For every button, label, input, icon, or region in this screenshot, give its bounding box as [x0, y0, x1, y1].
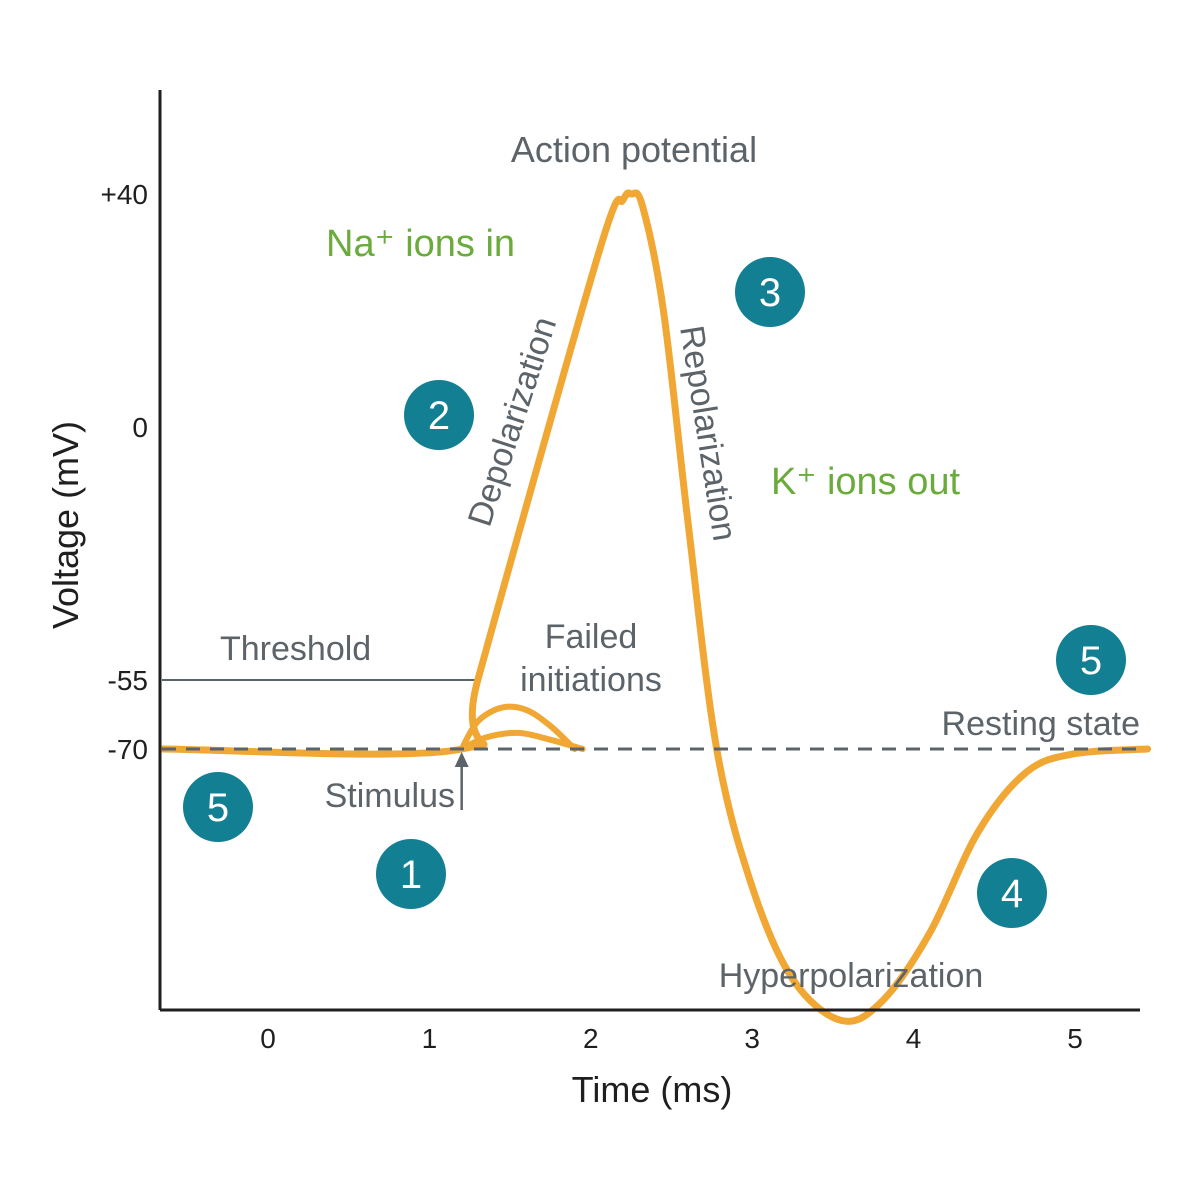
step-badge-number: 5 [207, 786, 229, 830]
x-tick-label: 2 [583, 1023, 599, 1054]
x-tick-label: 1 [422, 1023, 438, 1054]
repolarization-label: Repolarization [672, 323, 744, 544]
step-badge-1: 1 [376, 839, 446, 909]
y-axis-title: Voltage (mV) [45, 421, 86, 629]
failed-initiations-label-line2: initiations [520, 661, 662, 699]
x-tick-label: 0 [260, 1023, 276, 1054]
y-tick-label: -55 [108, 665, 148, 696]
stimulus-arrow-head [454, 752, 469, 767]
step-badge-number: 1 [400, 853, 422, 897]
step-badge-number: 2 [428, 394, 450, 438]
x-tick-label: 5 [1067, 1023, 1083, 1054]
x-tick-label: 3 [744, 1023, 760, 1054]
failed-initiations-label-line1: Failed [545, 618, 638, 656]
x-tick-label: 4 [906, 1023, 922, 1054]
step-badge-2: 2 [404, 380, 474, 450]
y-tick-label: -70 [108, 734, 148, 765]
y-tick-label: +40 [101, 179, 149, 210]
stimulus-label: Stimulus [325, 777, 455, 815]
x-axis-title: Time (ms) [572, 1069, 733, 1110]
step-badge-5-right: 5 [1056, 625, 1126, 695]
step-badge-5-left: 5 [183, 772, 253, 842]
action-potential-curve [159, 189, 1152, 1025]
k-ions-out-label: K⁺ ions out [771, 461, 960, 503]
action-potential-label: Action potential [511, 129, 757, 170]
na-ions-in-label: Na⁺ ions in [326, 223, 515, 265]
threshold-label: Threshold [220, 630, 371, 668]
hyperpolarization-label: Hyperpolarization [719, 957, 984, 995]
step-badge-number: 5 [1080, 639, 1102, 683]
step-badge-number: 4 [1001, 872, 1023, 916]
step-badge-4: 4 [977, 858, 1047, 928]
step-badge-number: 3 [759, 271, 781, 315]
resting-state-label: Resting state [942, 705, 1140, 743]
step-badge-3: 3 [735, 257, 805, 327]
y-tick-label: 0 [132, 412, 148, 443]
